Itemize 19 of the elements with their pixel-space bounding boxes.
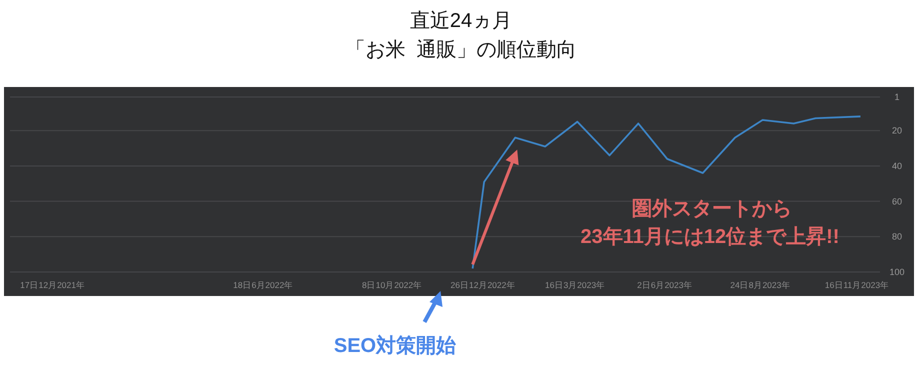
y-tick-label: 80 xyxy=(892,232,902,242)
x-tick-label: 16日11月2023年 xyxy=(824,280,890,290)
line-series xyxy=(472,116,862,270)
x-tick-label: 18日6月2022年 xyxy=(233,280,294,290)
x-tick-label: 16日3月2023年 xyxy=(544,280,606,290)
x-tick-label: 2日6月2023年 xyxy=(637,280,692,290)
x-tick-label: 26日12月2022年 xyxy=(450,280,516,290)
annotation: 圏外スタートから 23年11月には12位まで上昇!! xyxy=(580,198,840,248)
text: SEO対策開始 xyxy=(334,334,458,357)
x-tick-label: 17日12月2021年 xyxy=(20,280,85,290)
y-tick-label: 100 xyxy=(889,267,905,277)
y-tick-label: 60 xyxy=(892,196,902,206)
x-tick-label: 8日10月2022年 xyxy=(362,280,422,290)
y-tick-label: 1 xyxy=(894,92,900,102)
chart-title: 直近24ヵ月 xyxy=(410,10,512,32)
chart-subtitle: 「お米 通販」の順位動向 xyxy=(345,39,577,61)
x-tick-label: 24日8月2023年 xyxy=(730,280,790,290)
y-tick-label: 40 xyxy=(892,160,902,171)
y-tick-label: 20 xyxy=(892,126,902,136)
